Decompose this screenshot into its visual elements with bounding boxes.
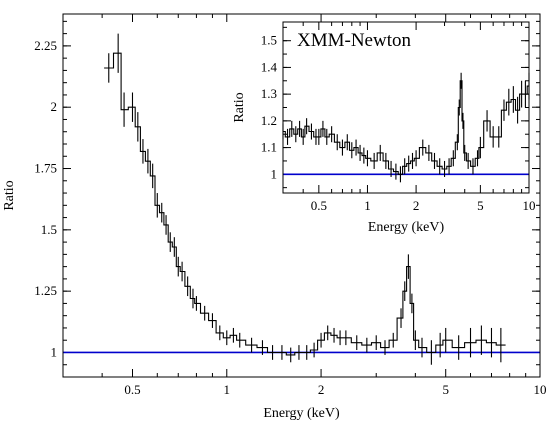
y-tick-label: 1.25 — [34, 283, 57, 298]
inset-plot: 0.5 1 2 5 10 1 1.1 1.2 1.3 1.4 1.5 Energy (keV) Rati… — [232, 21, 536, 235]
y-tick-label: 1.2 — [261, 113, 277, 128]
y-tick-label: 1.3 — [261, 86, 277, 101]
inset-background — [283, 22, 529, 193]
data-step-line — [104, 52, 506, 356]
y-axis-label: Ratio — [2, 180, 17, 210]
y-tick-label: 1.5 — [41, 222, 57, 237]
x-tick-label: 10 — [534, 382, 547, 397]
x-tick-label: 2 — [318, 382, 325, 397]
x-tick-label: 5 — [477, 198, 484, 213]
plot-frame — [282, 21, 530, 194]
data-step-line — [283, 80, 529, 175]
x-tick-label: 1 — [364, 198, 371, 213]
y-tick-label: 1.1 — [261, 140, 277, 155]
y-tick-label: 2.25 — [34, 38, 57, 53]
y-tick-label: 1 — [51, 344, 58, 359]
x-tick-label: 10 — [523, 198, 536, 213]
y-tick-label: 2 — [51, 99, 58, 114]
x-tick-label: 2 — [413, 198, 420, 213]
x-tick-label: 0.5 — [311, 198, 327, 213]
y-tick-label: 1.75 — [34, 161, 57, 176]
inset-title: XMM-Newton — [297, 30, 411, 51]
plot-frame — [62, 13, 541, 378]
x-tick-label: 0.5 — [124, 382, 140, 397]
x-tick-label: 5 — [442, 382, 449, 397]
y-axis-label: Ratio — [232, 92, 247, 122]
x-axis-label: Energy (keV) — [263, 406, 340, 421]
x-axis-label: Energy (keV) — [368, 220, 445, 235]
y-tick-label: 1.5 — [261, 33, 277, 48]
y-tick-label: 1.4 — [261, 59, 278, 74]
y-tick-label: 1 — [271, 166, 278, 181]
x-tick-label: 1 — [224, 382, 231, 397]
